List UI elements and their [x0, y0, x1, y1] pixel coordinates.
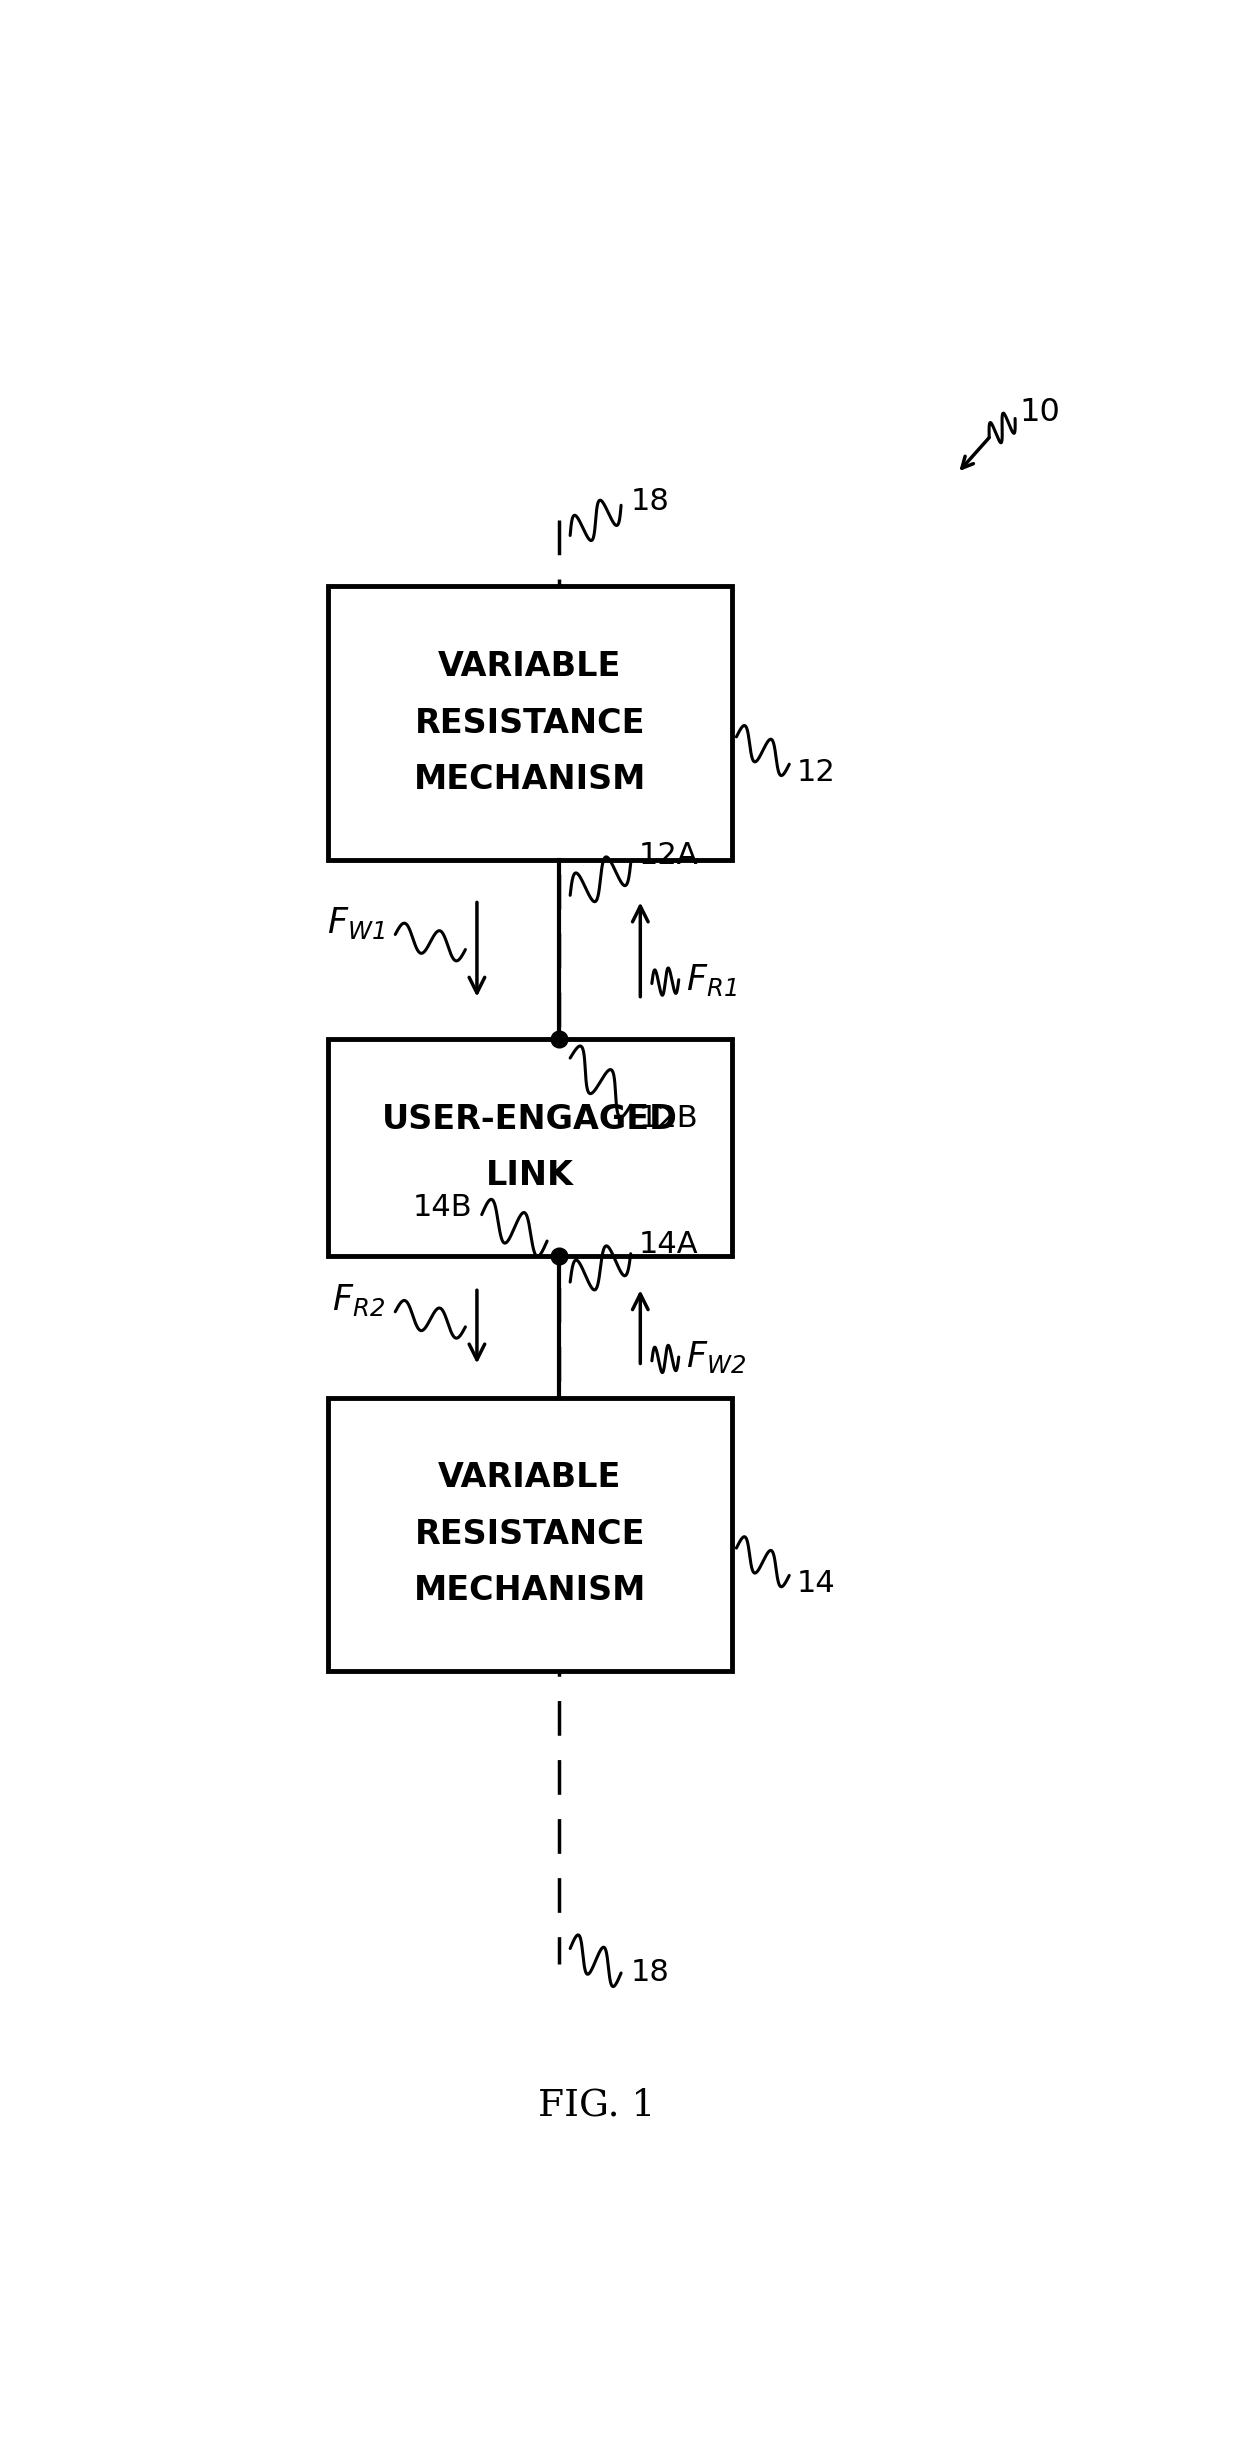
Text: 14: 14 — [797, 1568, 836, 1597]
Text: $\mathregular{F_{R2}}$: $\mathregular{F_{R2}}$ — [332, 1281, 386, 1318]
Bar — [327, 1396, 732, 1671]
Bar — [327, 586, 732, 860]
Text: $\mathregular{F_{R1}}$: $\mathregular{F_{R1}}$ — [687, 963, 738, 997]
Text: 14B: 14B — [413, 1193, 472, 1223]
Text: USER-ENGAGED
LINK: USER-ENGAGED LINK — [382, 1102, 678, 1193]
Text: 18: 18 — [631, 1958, 670, 1987]
Text: VARIABLE
RESISTANCE
MECHANISM: VARIABLE RESISTANCE MECHANISM — [414, 1463, 646, 1607]
Text: 12: 12 — [797, 757, 836, 786]
Text: 12B: 12B — [639, 1105, 698, 1132]
Text: $\mathregular{F_{W1}}$: $\mathregular{F_{W1}}$ — [327, 904, 386, 941]
Text: $\mathregular{F_{W2}}$: $\mathregular{F_{W2}}$ — [687, 1340, 746, 1374]
Text: 12A: 12A — [639, 840, 698, 870]
Bar — [327, 1039, 732, 1257]
Text: VARIABLE
RESISTANCE
MECHANISM: VARIABLE RESISTANCE MECHANISM — [414, 649, 646, 796]
Text: 14A: 14A — [639, 1230, 698, 1259]
Text: 10: 10 — [1019, 397, 1060, 429]
Text: 18: 18 — [631, 488, 670, 517]
Text: FIG. 1: FIG. 1 — [538, 2087, 656, 2124]
